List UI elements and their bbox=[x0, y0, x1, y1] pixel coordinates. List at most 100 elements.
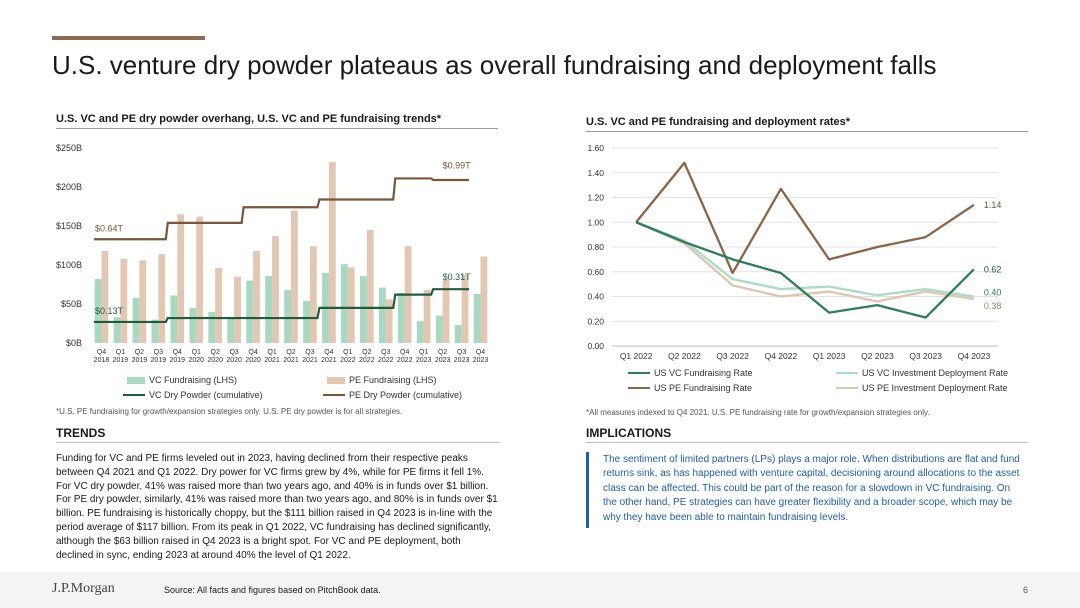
bar-pe-fundraising bbox=[120, 258, 128, 343]
x-tick-year: 2018 bbox=[94, 357, 110, 364]
legend-swatch-us-pe-fundraising-rate bbox=[628, 386, 650, 390]
y-tick-label: $200B bbox=[56, 182, 82, 192]
legend-swatch-pe-fundraising bbox=[327, 376, 345, 384]
x-tick-year: 2021 bbox=[321, 357, 337, 364]
x-tick-year: 2020 bbox=[188, 357, 204, 364]
bar-pe-fundraising bbox=[234, 276, 241, 343]
bar-vc-fundraising bbox=[189, 307, 197, 343]
y-tick-label: $50B bbox=[61, 299, 82, 309]
line-pe-dry-powder bbox=[94, 177, 470, 241]
trends-heading: TRENDS bbox=[56, 426, 106, 440]
x-tick-year: 2022 bbox=[378, 357, 394, 364]
x-tick-quarter: Q2 bbox=[286, 349, 295, 356]
x-tick-quarter: Q3 bbox=[457, 349, 466, 356]
title-accent-bar bbox=[52, 36, 205, 40]
x-tick-year: 2019 bbox=[169, 357, 185, 364]
x-tick-quarter: Q4 bbox=[173, 349, 182, 356]
x-tick-year: 2023 bbox=[435, 357, 451, 364]
annotation-pe-end: $0.99T bbox=[443, 160, 472, 170]
bar-pe-fundraising bbox=[139, 260, 147, 343]
end-label-vc-fundraising-rate: 0.62 bbox=[984, 264, 1002, 274]
x-tick-quarter: Q1 bbox=[343, 349, 352, 356]
bar-pe-fundraising bbox=[385, 299, 393, 343]
left-chart-title: U.S. VC and PE dry powder overhang, U.S.… bbox=[56, 113, 442, 125]
y-tick-label: 1.20 bbox=[587, 193, 604, 203]
x-tick-label: Q1 2022 bbox=[620, 351, 653, 361]
bar-pe-fundraising bbox=[309, 246, 317, 343]
right-chart-title-rule bbox=[586, 131, 1028, 132]
bar-vc-fundraising bbox=[359, 275, 367, 343]
bar-vc-fundraising bbox=[132, 297, 140, 343]
legend-pe-fundraising: PE Fundraising (LHS) bbox=[327, 375, 437, 385]
bar-pe-fundraising bbox=[177, 214, 185, 343]
bar-vc-fundraising bbox=[284, 289, 291, 343]
x-tick-year: 2019 bbox=[151, 357, 167, 364]
legend-label-us-pe-fundraising-rate: US PE Fundraising Rate bbox=[654, 383, 753, 393]
line-us-pe-fundraising-rate bbox=[635, 161, 975, 275]
bar-vc-fundraising bbox=[227, 318, 235, 343]
x-tick-quarter: Q3 bbox=[381, 349, 390, 356]
x-tick-year: 2020 bbox=[245, 357, 261, 364]
x-tick-year: 2019 bbox=[113, 357, 129, 364]
x-tick-quarter: Q3 bbox=[154, 349, 163, 356]
implications-callout: The sentiment of limited partners (LPs) … bbox=[586, 452, 1026, 528]
legend-swatch-vc-fundraising bbox=[127, 376, 145, 384]
end-label-pe-fundraising-rate: 1.14 bbox=[984, 200, 1002, 210]
y-tick-label: $250B bbox=[56, 143, 82, 153]
legend-label-vc-dry-powder: VC Dry Powder (cumulative) bbox=[149, 390, 263, 400]
y-tick-label: 0.80 bbox=[587, 242, 604, 252]
implications-rule bbox=[586, 442, 1028, 443]
bar-vc-fundraising bbox=[416, 321, 424, 343]
bar-pe-fundraising bbox=[328, 162, 336, 343]
bar-vc-fundraising bbox=[113, 317, 121, 343]
y-tick-label: $100B bbox=[56, 260, 82, 270]
x-tick-year: 2020 bbox=[207, 357, 223, 364]
x-tick-year: 2020 bbox=[226, 357, 242, 364]
line-us-vc-deployment-rate bbox=[635, 221, 975, 298]
x-tick-quarter: Q2 bbox=[135, 349, 144, 356]
legend-label-us-vc-deployment-rate: US VC Investment Deployment Rate bbox=[862, 368, 1009, 378]
bar-pe-fundraising bbox=[423, 289, 431, 343]
bar-pe-fundraising bbox=[272, 236, 279, 343]
x-tick-quarter: Q4 bbox=[400, 349, 409, 356]
bar-pe-fundraising bbox=[480, 256, 488, 343]
x-tick-quarter: Q3 bbox=[229, 349, 238, 356]
x-tick-label: Q2 2022 bbox=[668, 351, 701, 361]
trends-rule bbox=[56, 442, 500, 443]
bar-vc-fundraising bbox=[170, 295, 178, 343]
x-tick-year: 2023 bbox=[416, 357, 432, 364]
bar-vc-fundraising bbox=[246, 280, 254, 343]
page-title: U.S. venture dry powder plateaus as over… bbox=[52, 50, 937, 80]
annotation-pe-start: $0.64T bbox=[95, 223, 124, 233]
bar-vc-fundraising bbox=[303, 300, 310, 343]
x-tick-year: 2022 bbox=[397, 357, 413, 364]
legend-vc-fundraising: VC Fundraising (LHS) bbox=[127, 375, 237, 385]
bar-vc-fundraising bbox=[94, 279, 102, 343]
x-tick-quarter: Q1 bbox=[267, 349, 276, 356]
x-tick-quarter: Q4 bbox=[476, 349, 485, 356]
bar-vc-fundraising bbox=[454, 325, 462, 343]
bar-pe-fundraising bbox=[461, 275, 469, 343]
page-number: 6 bbox=[1022, 585, 1028, 595]
x-tick-quarter: Q2 bbox=[211, 349, 220, 356]
x-tick-quarter: Q1 bbox=[419, 349, 428, 356]
source-note: Source: All facts and figures based on P… bbox=[164, 585, 381, 595]
legend-us-pe-fundraising-rate: US PE Fundraising Rate bbox=[628, 383, 752, 393]
y-tick-label: 1.40 bbox=[587, 168, 604, 178]
x-tick-label: Q3 2022 bbox=[716, 351, 749, 361]
bar-pe-fundraising bbox=[366, 229, 374, 343]
trends-text: Funding for VC and PE firms leveled out … bbox=[56, 453, 498, 561]
x-tick-quarter: Q1 bbox=[116, 349, 125, 356]
bar-vc-fundraising bbox=[473, 293, 481, 343]
bar-vc-fundraising bbox=[435, 315, 443, 343]
x-tick-year: 2021 bbox=[283, 357, 299, 364]
x-tick-quarter: Q3 bbox=[305, 349, 314, 356]
x-tick-label: Q2 2023 bbox=[861, 351, 894, 361]
bar-pe-fundraising bbox=[196, 216, 204, 343]
legend-swatch-pe-dry-powder bbox=[323, 393, 345, 397]
x-tick-quarter: Q2 bbox=[362, 349, 371, 356]
x-tick-quarter: Q4 bbox=[97, 349, 106, 356]
y-tick-label: 1.60 bbox=[587, 143, 604, 153]
legend-us-vc-deployment-rate: US VC Investment Deployment Rate bbox=[836, 368, 1008, 378]
x-tick-quarter: Q4 bbox=[324, 349, 333, 356]
